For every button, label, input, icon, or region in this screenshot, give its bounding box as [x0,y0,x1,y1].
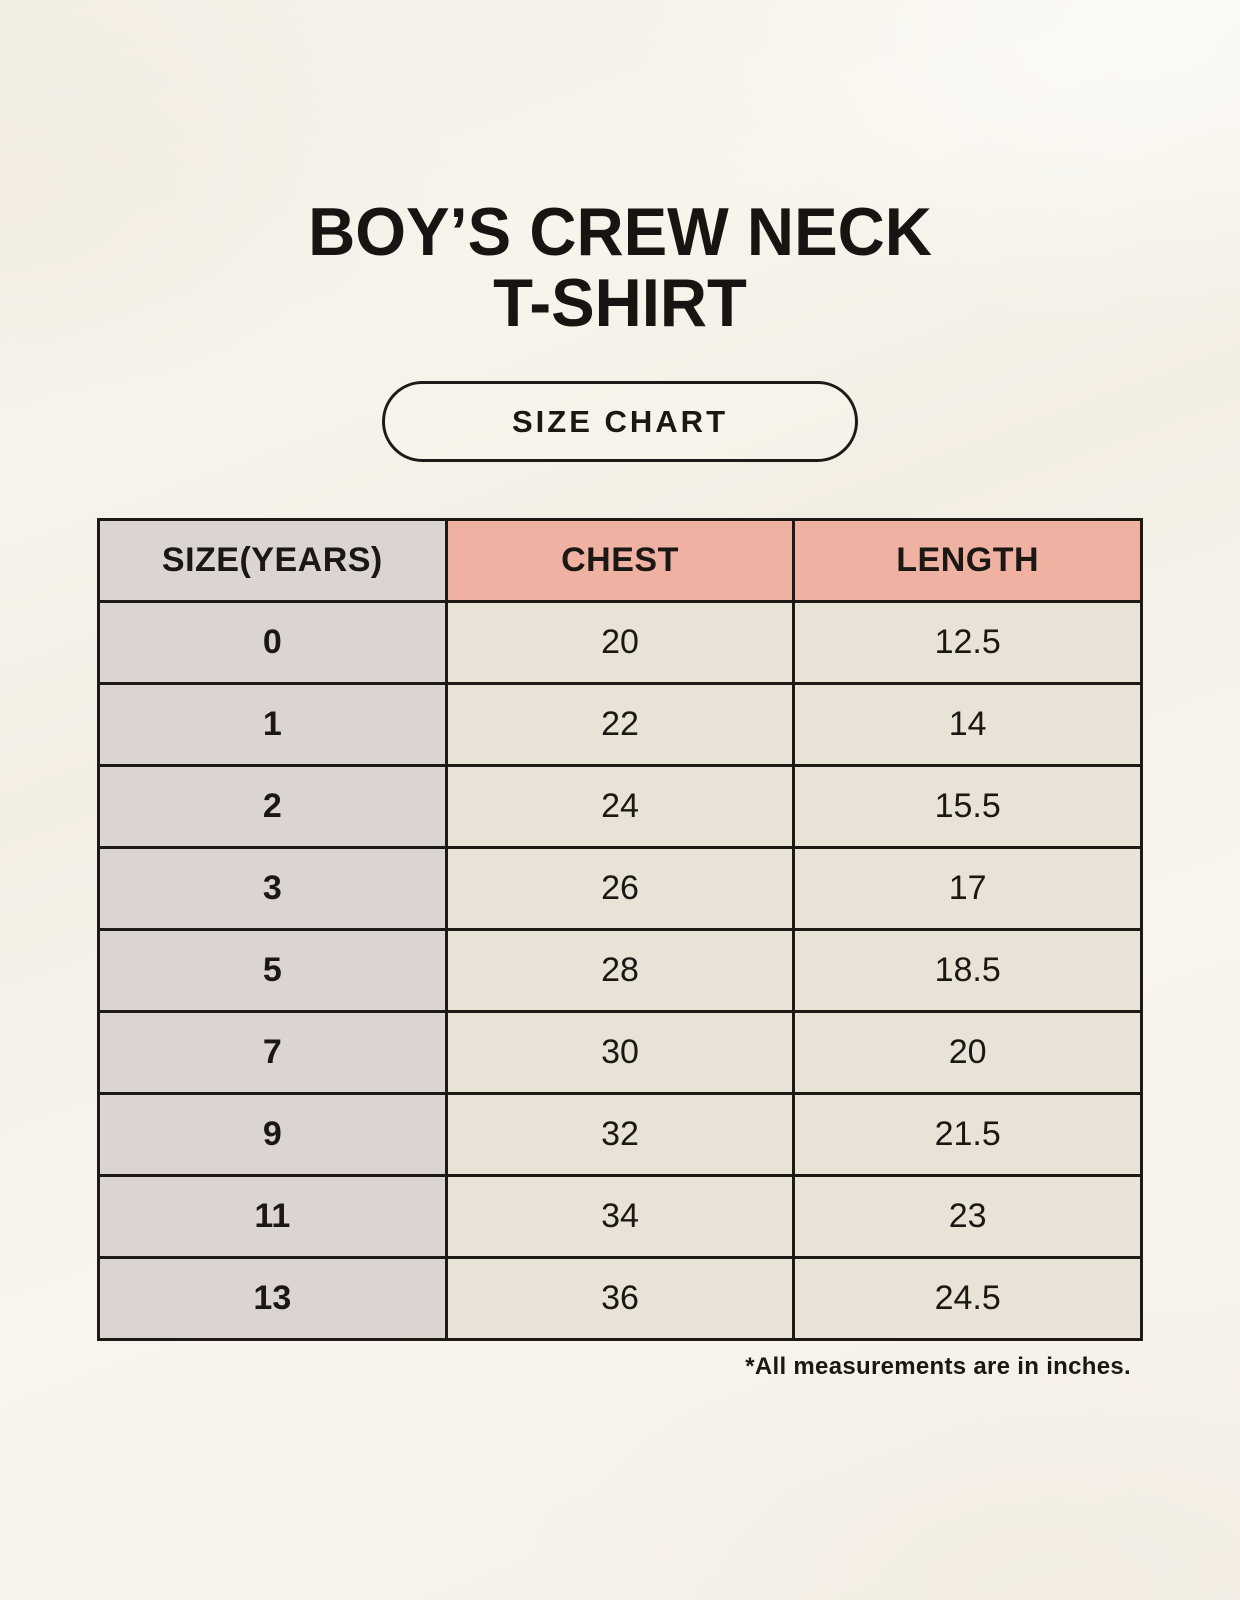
measurement-note: *All measurements are in inches. [745,1353,1131,1380]
size-table-body: 0 20 12.5 1 22 14 2 24 15.5 3 26 17 5 28 18.5 7 30 20 9 32 2… [97,600,1143,1341]
length-cell: 21.5 [792,1092,1143,1177]
chest-cell: 22 [444,682,796,767]
chest-cell: 20 [444,600,796,685]
column-header-size-years: SIZE(YEARS) [97,518,448,603]
chest-cell: 32 [444,1092,796,1177]
chest-cell: 26 [444,846,796,931]
size-table-header: SIZE(YEARS) CHEST LENGTH [97,518,1143,603]
size-cell: 13 [97,1256,448,1341]
size-cell: 1 [97,682,448,767]
chest-cell: 36 [444,1256,796,1341]
size-cell: 9 [97,1092,448,1177]
size-cell: 5 [97,928,448,1013]
length-cell: 12.5 [792,600,1143,685]
size-cell: 11 [97,1174,448,1259]
length-cell: 18.5 [792,928,1143,1013]
table-row: 13 36 24.5 [97,1256,1143,1341]
length-cell: 24.5 [792,1256,1143,1341]
page-title: BOY’S CREW NECK T-SHIRT [0,0,1240,337]
chest-cell: 30 [444,1010,796,1095]
table-row: 11 34 23 [97,1174,1143,1259]
chest-cell: 34 [444,1174,796,1259]
chest-cell: 28 [444,928,796,1013]
table-row: 2 24 15.5 [97,764,1143,849]
size-cell: 3 [97,846,448,931]
table-row: 3 26 17 [97,846,1143,931]
size-cell: 7 [97,1010,448,1095]
table-row: 9 32 21.5 [97,1092,1143,1177]
header-row: SIZE(YEARS) CHEST LENGTH [97,518,1143,603]
length-cell: 23 [792,1174,1143,1259]
length-cell: 15.5 [792,764,1143,849]
size-table: SIZE(YEARS) CHEST LENGTH 0 20 12.5 1 22 14 2 24… [97,518,1143,1341]
size-cell: 2 [97,764,448,849]
column-header-length: LENGTH [792,518,1143,603]
chest-cell: 24 [444,764,796,849]
table-row: 1 22 14 [97,682,1143,767]
length-cell: 17 [792,846,1143,931]
length-cell: 14 [792,682,1143,767]
size-chart-badge-label: SIZE CHART [512,403,728,439]
size-cell: 0 [97,600,448,685]
page-title-line2: T-SHIRT [493,265,747,341]
table-row: 0 20 12.5 [97,600,1143,685]
table-row: 7 30 20 [97,1010,1143,1095]
table-row: 5 28 18.5 [97,928,1143,1013]
column-header-chest: CHEST [444,518,796,603]
page-title-line1: BOY’S CREW NECK [308,194,932,270]
size-chart-badge: SIZE CHART [382,381,858,462]
length-cell: 20 [792,1010,1143,1095]
